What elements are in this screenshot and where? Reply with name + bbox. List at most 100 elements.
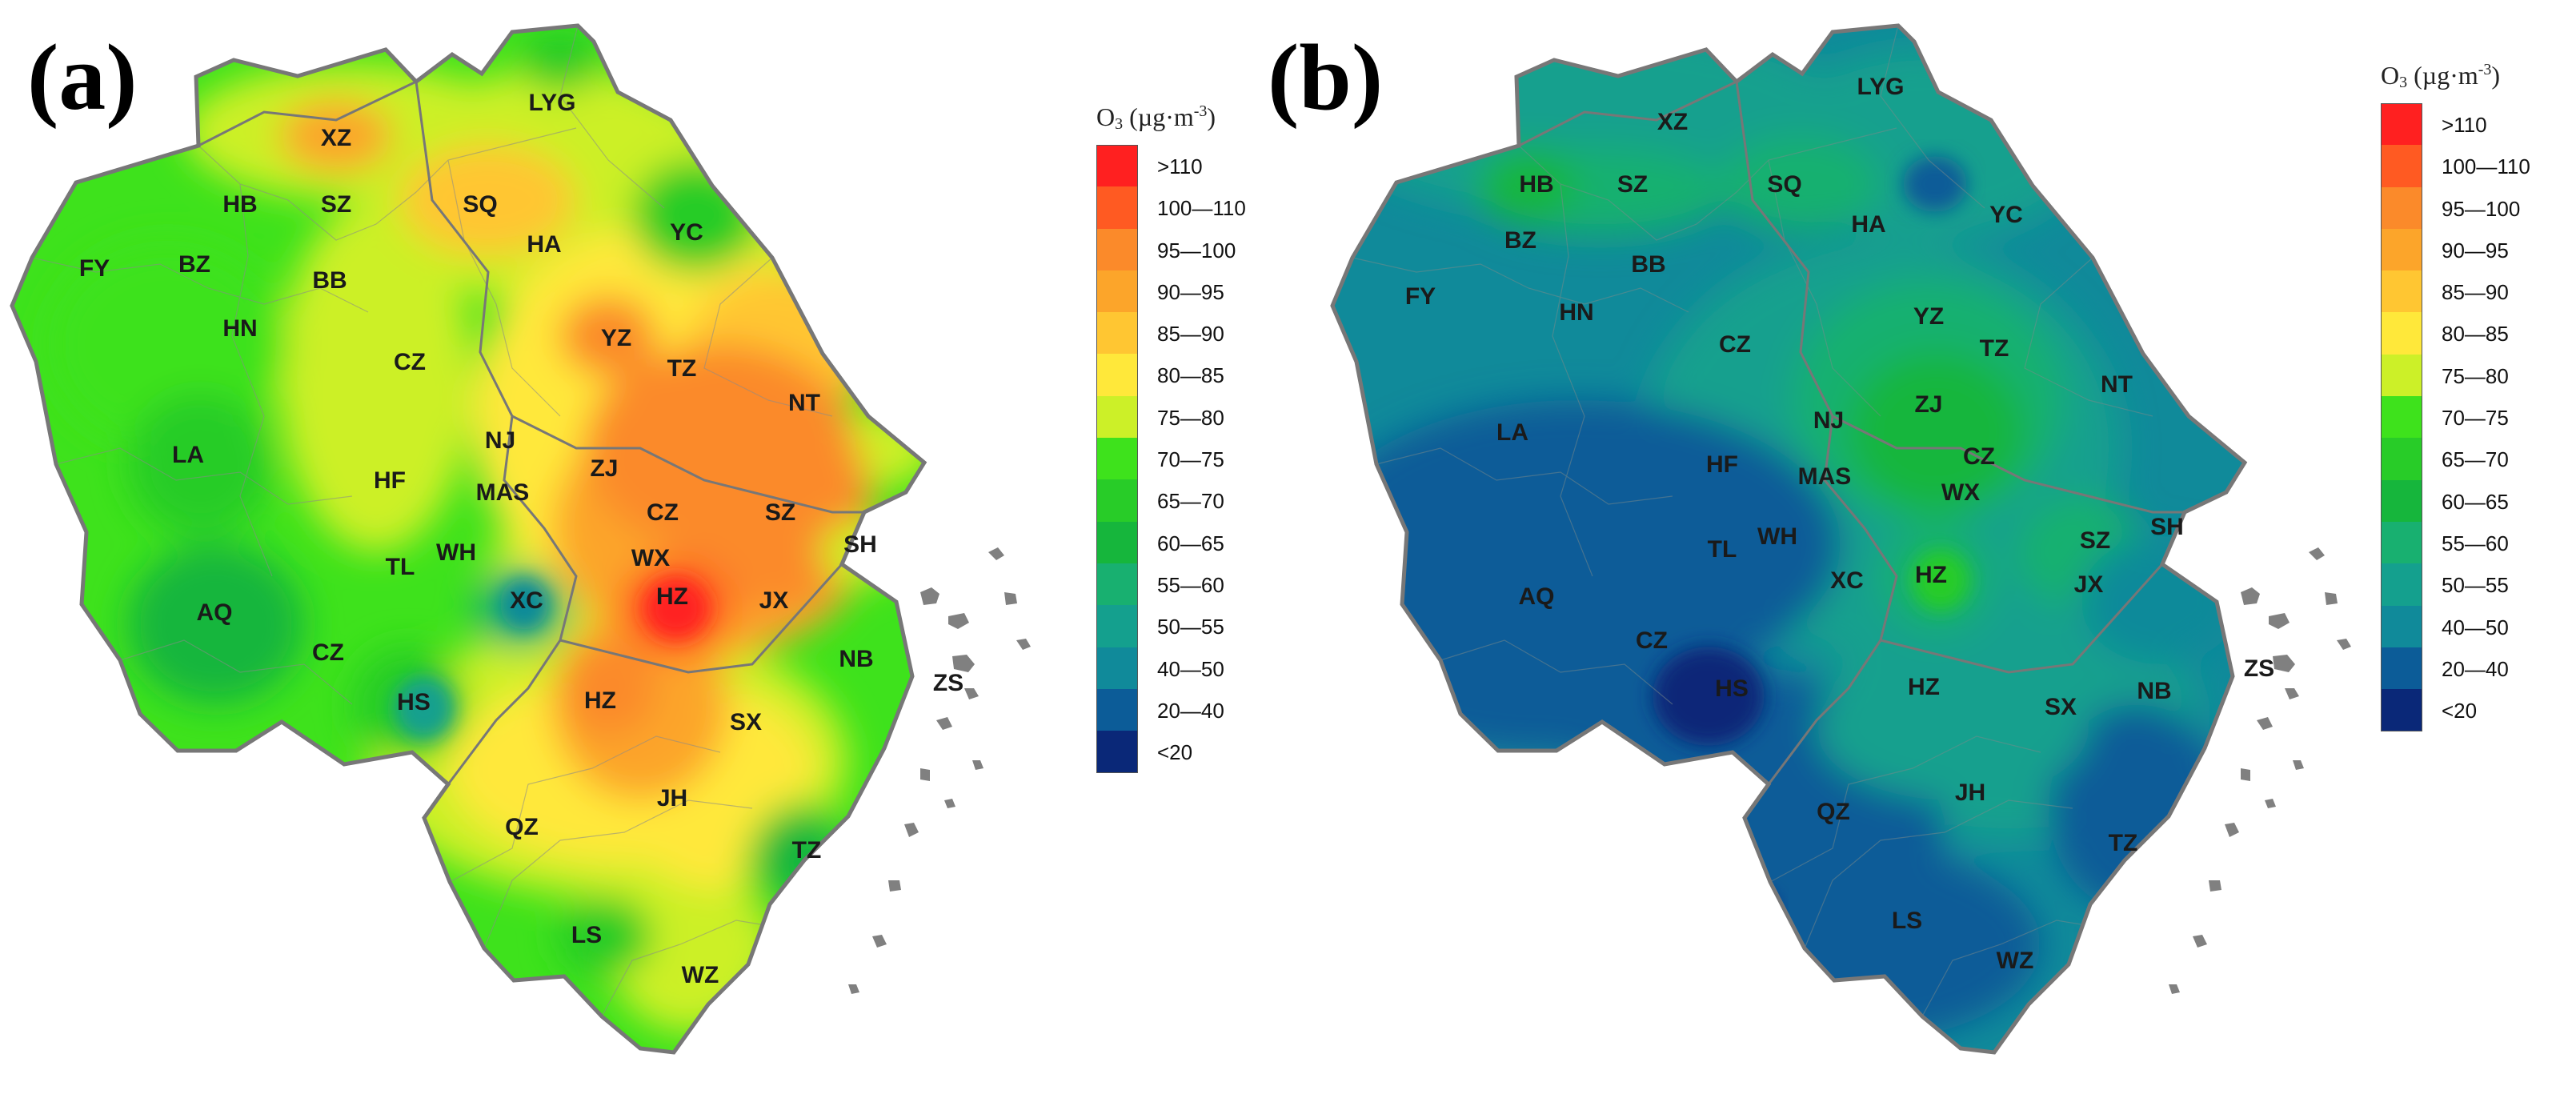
legend-entry: 65—70: [1096, 479, 1288, 522]
city-label: ZS: [933, 670, 963, 696]
legend-label: 20—40: [2442, 656, 2509, 681]
city-label: YZ: [1913, 303, 1944, 330]
legend-entry: 20—40: [2381, 647, 2573, 690]
city-label: SZ: [321, 191, 351, 218]
city-label: XZ: [321, 125, 351, 151]
map-b-county-lines: [1352, 26, 2153, 1017]
city-label: CZ: [1636, 627, 1668, 654]
city-label: HF: [374, 467, 406, 494]
city-label: SQ: [1767, 171, 1801, 198]
city-label: HS: [1715, 675, 1749, 702]
city-label: HA: [1851, 211, 1885, 238]
legend-swatch: [2381, 228, 2422, 271]
legend-label: 90—95: [1157, 279, 1224, 304]
legend-swatch: [2381, 270, 2422, 313]
legend-label: <20: [2442, 699, 2478, 723]
map-panel-b: XZ LYG HB SZ SQ HA YC BZ BB FY HN CZ YZ TZ NT NJ ZJ LA HF M…: [1312, 0, 2351, 1094]
legend-swatch: [2381, 479, 2422, 522]
map-a-concentration-field: [48, 28, 924, 1032]
legend-label: 60—65: [1157, 531, 1224, 555]
map-b-city-labels: XZ LYG HB SZ SQ HA YC BZ BB FY HN CZ YZ TZ NT NJ ZJ LA HF M…: [1405, 74, 2274, 974]
city-label: HB: [1519, 171, 1553, 198]
legend-swatch: [1096, 479, 1138, 522]
legend-swatch: [2381, 103, 2422, 146]
legend-title-sup: -3: [1193, 102, 1208, 120]
city-label: WZ: [682, 962, 719, 988]
legend-b: O3 (µg·m-3) >110 100—110 95—100 90—95 85—90 8…: [2381, 61, 2573, 731]
legend-entry: <20: [1096, 731, 1288, 773]
city-label: SH: [843, 531, 877, 558]
legend-swatch: [1096, 312, 1138, 355]
legend-entry: 100—110: [2381, 145, 2573, 187]
legend-title-unit: (µg·m: [1129, 102, 1194, 131]
legend-entry: 60—65: [1096, 521, 1288, 563]
legend-swatch: [1096, 563, 1138, 606]
city-label: QZ: [1817, 799, 1850, 825]
city-label: ZJ: [1914, 391, 1942, 418]
city-label: QZ: [505, 814, 539, 840]
legend-a: O3 (µg·m-3) >110 100—110 95—100 90—95 85—90 8…: [1096, 102, 1288, 773]
map-b-hs-low-spot: [1653, 647, 1765, 746]
city-label: NB: [2137, 678, 2171, 704]
legend-entry: 70—75: [1096, 438, 1288, 480]
legend-swatch: [1096, 186, 1138, 229]
city-label: XZ: [1657, 109, 1688, 135]
map-b-islands: [2169, 547, 2351, 994]
map-a-county-lines: [31, 26, 833, 1017]
legend-title-main: O: [2381, 61, 2400, 90]
city-label: HN: [1559, 299, 1593, 326]
legend-entry: 90—95: [2381, 228, 2573, 271]
city-label: MAS: [1798, 463, 1852, 490]
legend-swatch: [1096, 521, 1138, 563]
map-a-islands: [848, 547, 1031, 994]
city-label: WH: [1757, 523, 1797, 550]
legend-label: 40—50: [2442, 615, 2509, 639]
legend-title-unit-close: ): [1207, 102, 1216, 131]
panel-label-a: (a): [27, 25, 138, 130]
city-label: SZ: [1617, 171, 1648, 198]
legend-swatch: [2381, 521, 2422, 564]
legend-swatch: [2381, 354, 2422, 397]
city-label: LS: [1892, 908, 1922, 934]
city-label: CZ: [1963, 443, 1995, 470]
legend-entry: 75—80: [1096, 395, 1288, 439]
city-label: XC: [1830, 567, 1864, 594]
city-label: TZ: [667, 355, 697, 382]
city-label: WX: [1941, 479, 1980, 506]
legend-label: 20—40: [1157, 698, 1224, 723]
map-a-xc-low-spot: [500, 579, 548, 630]
legend-swatch: [1096, 647, 1138, 689]
legend-swatch: [1096, 228, 1138, 270]
city-label: ZS: [2244, 655, 2274, 682]
city-label: BZ: [178, 251, 210, 278]
city-label: BB: [1631, 251, 1665, 278]
legend-label: >110: [2442, 113, 2487, 137]
legend-label: 85—90: [1157, 322, 1224, 347]
legend-label: 55—60: [1157, 572, 1224, 597]
legend-swatch: [1096, 354, 1138, 396]
city-label: CZ: [647, 499, 679, 526]
city-label: YC: [670, 219, 703, 246]
legend-label: 75—80: [1157, 405, 1224, 430]
legend-swatch: [2381, 186, 2422, 229]
city-label: BZ: [1504, 227, 1536, 254]
legend-swatch: [2381, 312, 2422, 355]
city-label: NT: [788, 390, 820, 416]
legend-title-sup: -3: [2478, 61, 2492, 78]
map-panel-a: XZ LYG HB SZ SQ HA YC BZ BB FY HN CZ YZ TZ NT NJ ZJ LA HF M…: [0, 0, 1031, 1094]
city-label: MAS: [476, 479, 530, 506]
city-label: ZJ: [590, 455, 618, 482]
city-label: SX: [2045, 694, 2077, 720]
map-b-yc-low-spot: [1903, 156, 1967, 212]
city-label: HZ: [1908, 674, 1940, 700]
city-label: NB: [839, 646, 873, 672]
legend-swatch: [1096, 438, 1138, 480]
map-b-hz-high-spot: [1912, 550, 1969, 611]
city-label: AQ: [197, 599, 233, 626]
legend-a-title: O3 (µg·m-3): [1096, 102, 1288, 134]
legend-entry: 65—70: [2381, 438, 2573, 480]
legend-label: 50—55: [2442, 573, 2509, 598]
city-label: TZ: [792, 837, 822, 864]
city-label: LYG: [529, 90, 576, 116]
